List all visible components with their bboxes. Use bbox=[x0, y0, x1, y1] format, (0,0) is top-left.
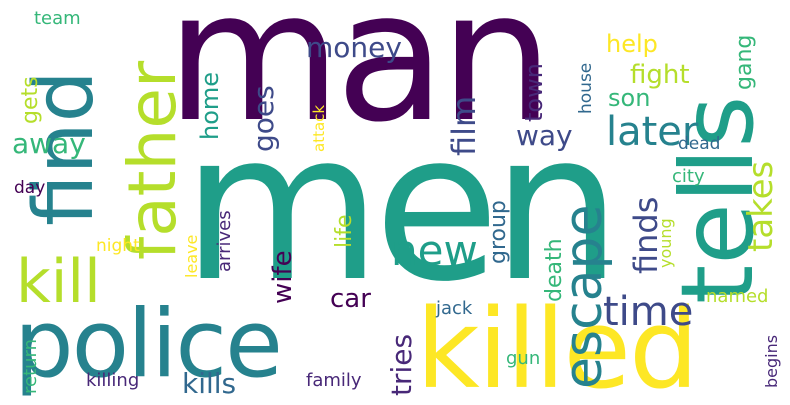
word-car: car bbox=[330, 284, 371, 314]
word-new: new bbox=[391, 226, 478, 275]
word-away: away bbox=[12, 127, 86, 160]
word-family: family bbox=[306, 370, 362, 391]
word-home: home bbox=[196, 71, 224, 140]
word-begins: begins bbox=[762, 334, 781, 388]
word-life: life bbox=[332, 214, 357, 248]
word-cloud: man men killed police tells find father … bbox=[8, 0, 782, 405]
word-film: film bbox=[445, 95, 483, 156]
word-wife: wife bbox=[268, 250, 298, 304]
word-house: house bbox=[576, 62, 596, 114]
word-day: day bbox=[14, 178, 46, 198]
word-jack: jack bbox=[436, 298, 473, 319]
word-team: team bbox=[34, 8, 81, 29]
word-goes: goes bbox=[247, 85, 280, 152]
word-gang: gang bbox=[732, 34, 757, 90]
word-men: men bbox=[182, 89, 622, 327]
word-arrives: arrives bbox=[214, 210, 235, 272]
word-takes: takes bbox=[741, 160, 781, 252]
word-death: death bbox=[542, 238, 567, 302]
word-man: man bbox=[166, 0, 554, 162]
word-way: way bbox=[516, 119, 573, 152]
word-named: named bbox=[706, 286, 769, 307]
word-money: money bbox=[306, 31, 402, 64]
word-kills: kills bbox=[182, 367, 237, 400]
word-attack: attack bbox=[310, 104, 328, 152]
word-kill: kill bbox=[16, 247, 101, 317]
word-dead: dead bbox=[678, 134, 721, 154]
word-later: later bbox=[606, 109, 699, 155]
word-killing: killing bbox=[86, 370, 140, 391]
word-gets: gets bbox=[18, 76, 43, 124]
word-city: city bbox=[672, 166, 705, 187]
word-group: group bbox=[486, 200, 511, 264]
word-night: night bbox=[96, 236, 140, 256]
word-leave: leave bbox=[182, 234, 201, 278]
word-gun: gun bbox=[506, 348, 541, 369]
word-young: young bbox=[656, 218, 675, 268]
word-son: son bbox=[608, 84, 651, 112]
word-tries: tries bbox=[385, 333, 418, 396]
word-fight: fight bbox=[630, 60, 690, 90]
word-help: help bbox=[606, 30, 658, 58]
word-police: police bbox=[14, 290, 283, 399]
word-return: return bbox=[20, 338, 41, 394]
word-time: time bbox=[603, 289, 694, 335]
word-father: father bbox=[114, 60, 191, 260]
word-killed: killed bbox=[416, 285, 699, 405]
word-town: town bbox=[520, 63, 548, 122]
